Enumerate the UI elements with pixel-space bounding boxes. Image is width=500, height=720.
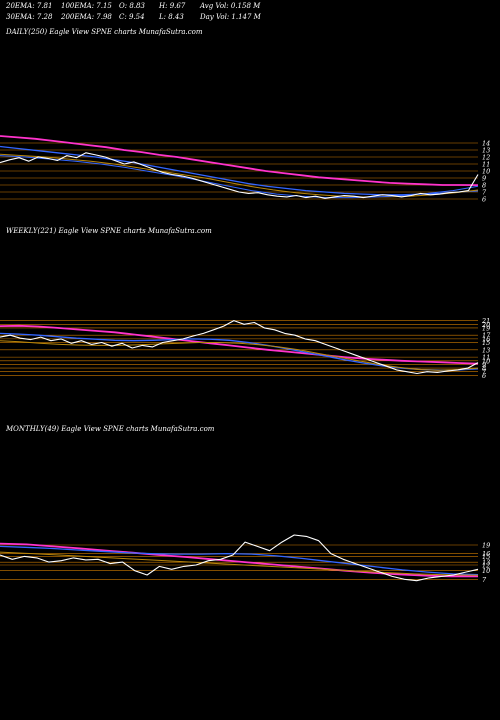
weekly-tick-label: 11 bbox=[482, 354, 490, 362]
daily-tick-label: 12 bbox=[482, 154, 490, 162]
daily-tick-label: 6 bbox=[482, 196, 486, 204]
daily-tick-label: 14 bbox=[482, 140, 490, 148]
daily-tick-label: 10 bbox=[482, 168, 490, 176]
daily-ema-magenta-line bbox=[0, 135, 479, 186]
weekly-tick-label: 21 bbox=[481, 317, 490, 325]
daily-tick-label: 13 bbox=[482, 147, 490, 155]
stats-header: 20EMA: 7.81 100EMA: 7.15 O: 8.83 H: 9.67… bbox=[6, 2, 486, 24]
monthly-tick-label: 16 bbox=[482, 550, 490, 558]
daily-chart-panel: DAILY(250) Eagle View SPNE charts Munafa… bbox=[0, 28, 500, 228]
weekly-ema-brown-line bbox=[0, 340, 479, 371]
daily-ema-blue-line bbox=[0, 145, 479, 196]
monthly-chart-panel: MONTHLY(49) Eagle View SPNE charts Munaf… bbox=[0, 425, 500, 625]
stats-row-2: 30EMA: 7.28 200EMA: 7.98 C: 9.54 L: 8.43… bbox=[6, 13, 486, 24]
ema100-value: 100EMA: 7.15 bbox=[61, 2, 112, 10]
close-value: C: 9.54 bbox=[119, 13, 145, 21]
monthly-chart-title: MONTHLY(49) Eagle View SPNE charts Munaf… bbox=[6, 425, 215, 433]
monthly-tick-label: 19 bbox=[482, 542, 490, 550]
weekly-tick-label: 9 bbox=[482, 361, 486, 369]
weekly-tick-label: 7 bbox=[482, 368, 487, 376]
weekly-tick-label: 20 bbox=[481, 321, 490, 329]
ema200-value: 200EMA: 7.98 bbox=[61, 13, 112, 21]
monthly-tick-label: 10 bbox=[482, 567, 490, 575]
day-volume-value: Day Vol: 1.147 M bbox=[200, 13, 261, 21]
stats-row-1: 20EMA: 7.81 100EMA: 7.15 O: 8.83 H: 9.67… bbox=[6, 2, 486, 13]
monthly-tick-label: 13 bbox=[482, 559, 490, 567]
weekly-tick-label: 13 bbox=[482, 346, 490, 354]
ema30-value: 30EMA: 7.28 bbox=[6, 13, 53, 21]
daily-price-line bbox=[0, 152, 479, 199]
daily-ema-blue-secondary-line bbox=[0, 155, 479, 199]
daily-tick-label: 11 bbox=[482, 161, 490, 169]
high-value: H: 9.67 bbox=[159, 2, 186, 10]
weekly-tick-label: 15 bbox=[482, 339, 490, 347]
monthly-ema-blue-line bbox=[0, 545, 479, 576]
monthly-tick-label: 7 bbox=[482, 576, 487, 584]
daily-chart-title: DAILY(250) Eagle View SPNE charts Munafa… bbox=[6, 28, 203, 36]
weekly-price-line bbox=[0, 320, 479, 375]
weekly-chart-panel: WEEKLY(221) Eagle View SPNE charts Munaf… bbox=[0, 227, 500, 427]
weekly-ema-magenta-line bbox=[0, 324, 479, 365]
ema20-value: 20EMA: 7.81 bbox=[6, 2, 53, 10]
weekly-tick-label: 10 bbox=[482, 357, 490, 365]
open-value: O: 8.83 bbox=[119, 2, 145, 10]
daily-tick-label: 9 bbox=[482, 175, 486, 183]
monthly-tick-label: 12 bbox=[482, 562, 490, 570]
weekly-tick-label: 16 bbox=[482, 335, 490, 343]
weekly-tick-label: 17 bbox=[482, 332, 491, 340]
weekly-chart-title: WEEKLY(221) Eagle View SPNE charts Munaf… bbox=[6, 227, 212, 235]
daily-tick-label: 7 bbox=[482, 189, 487, 197]
daily-tick-label: 8 bbox=[482, 182, 486, 190]
monthly-ema-brown-line bbox=[0, 551, 479, 576]
avg-volume-value: Avg Vol: 0.158 M bbox=[200, 2, 261, 10]
monthly-ema-magenta-line bbox=[0, 542, 478, 578]
weekly-tick-label: 8 bbox=[482, 365, 486, 373]
monthly-tick-label: 15 bbox=[482, 553, 490, 561]
monthly-price-line bbox=[0, 534, 479, 582]
weekly-tick-label: 19 bbox=[482, 324, 490, 332]
low-value: L: 8.43 bbox=[159, 13, 184, 21]
weekly-tick-label: 6 bbox=[482, 372, 486, 380]
